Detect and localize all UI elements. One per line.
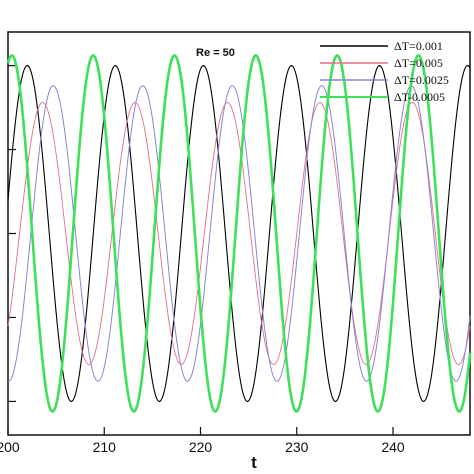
series-lines: [6, 54, 472, 413]
x-tick-label: 210: [93, 439, 117, 455]
series-line: [7, 85, 471, 382]
x-tick-label: 230: [285, 439, 309, 455]
series-line: [7, 65, 471, 402]
series-line: [7, 102, 471, 365]
chart-annotation: Re = 50: [196, 47, 235, 59]
legend-label: ΔT-0.0005: [394, 90, 445, 104]
legend-label: ΔT=0.0025: [394, 73, 449, 87]
x-axis-title: t: [251, 453, 257, 472]
legend-label: ΔT=0.005: [394, 56, 443, 70]
x-axis-ticks: 200 210 220 230 240: [0, 427, 405, 455]
legend: ΔT=0.001 ΔT=0.005 ΔT=0.0025 ΔT-0.0005: [320, 39, 449, 104]
series-line: [6, 54, 472, 413]
legend-label: ΔT=0.001: [394, 39, 443, 53]
x-tick-label: 200: [0, 439, 20, 455]
x-tick-label: 240: [381, 439, 405, 455]
x-tick-label: 220: [189, 439, 213, 455]
y-axis-ticks: [8, 64, 16, 403]
